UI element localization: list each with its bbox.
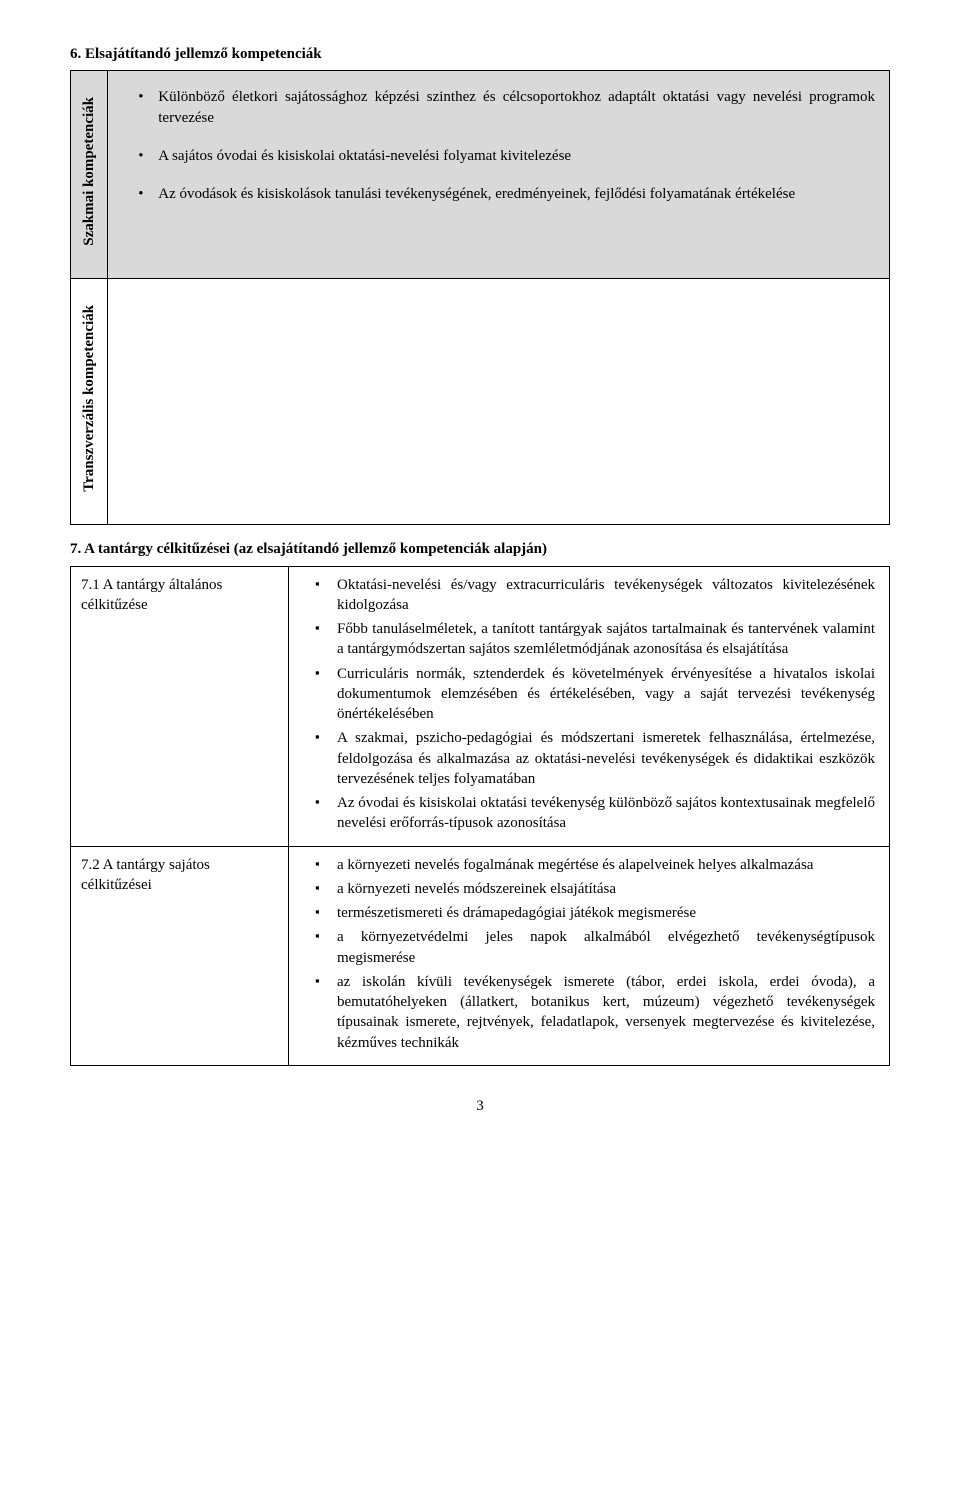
row1-item: Különböző életkori sajátossághoz képzési…	[138, 87, 875, 128]
obj-row2-item: a környezeti nevelés módszereinek elsajá…	[315, 879, 875, 899]
obj-row2-item: az iskolán kívüli tevékenységek ismerete…	[315, 972, 875, 1053]
obj-row1-item: Oktatási-nevelési és/vagy extracurriculá…	[315, 575, 875, 616]
row1-label-cell: Szakmai kompetenciák	[71, 71, 108, 279]
obj-row1-item: Curriculáris normák, sztenderdek és köve…	[315, 664, 875, 725]
row2-label: Transzverzális kompetenciák	[79, 285, 99, 512]
obj-row1-item: Főbb tanuláselméletek, a tanított tantár…	[315, 619, 875, 660]
row1-label: Szakmai kompetenciák	[79, 77, 99, 266]
obj-row2-item: a környezetvédelmi jeles napok alkalmábó…	[315, 927, 875, 968]
row1-list: Különböző életkori sajátossághoz képzési…	[116, 87, 881, 204]
obj-row1-list: Oktatási-nevelési és/vagy extracurriculá…	[299, 575, 879, 834]
obj-row1-item: Az óvodai és kisiskolai oktatási tevéken…	[315, 793, 875, 834]
row1-item: A sajátos óvodai és kisiskolai oktatási-…	[138, 146, 875, 166]
obj-row2-list: a környezeti nevelés fogalmának megértés…	[299, 855, 879, 1053]
row1-item: Az óvodások és kisiskolások tanulási tev…	[138, 184, 875, 204]
obj-row2-left: 7.2 A tantárgy sajátos célkitűzései	[71, 846, 289, 1065]
section7-heading: 7. A tantárgy célkitűzései (az elsajátít…	[70, 539, 890, 559]
obj-row1-left: 7.1 A tantárgy általános célkitűzése	[71, 566, 289, 846]
section7-table: 7.1 A tantárgy általános célkitűzése Okt…	[70, 566, 890, 1066]
row2-label-cell: Transzverzális kompetenciák	[71, 279, 108, 525]
row1-content-cell: Különböző életkori sajátossághoz képzési…	[108, 71, 890, 279]
row2-content-cell	[108, 279, 890, 525]
obj-row2-right: a környezeti nevelés fogalmának megértés…	[289, 846, 890, 1065]
section6-table: Szakmai kompetenciák Különböző életkori …	[70, 70, 890, 525]
obj-row2-item: a környezeti nevelés fogalmának megértés…	[315, 855, 875, 875]
page-number: 3	[70, 1096, 890, 1116]
section6-heading: 6. Elsajátítandó jellemző kompetenciák	[70, 44, 890, 64]
obj-row1-right: Oktatási-nevelési és/vagy extracurriculá…	[289, 566, 890, 846]
obj-row2-item: természetismereti és drámapedagógiai ját…	[315, 903, 875, 923]
obj-row1-item: A szakmai, pszicho-pedagógiai és módszer…	[315, 728, 875, 789]
